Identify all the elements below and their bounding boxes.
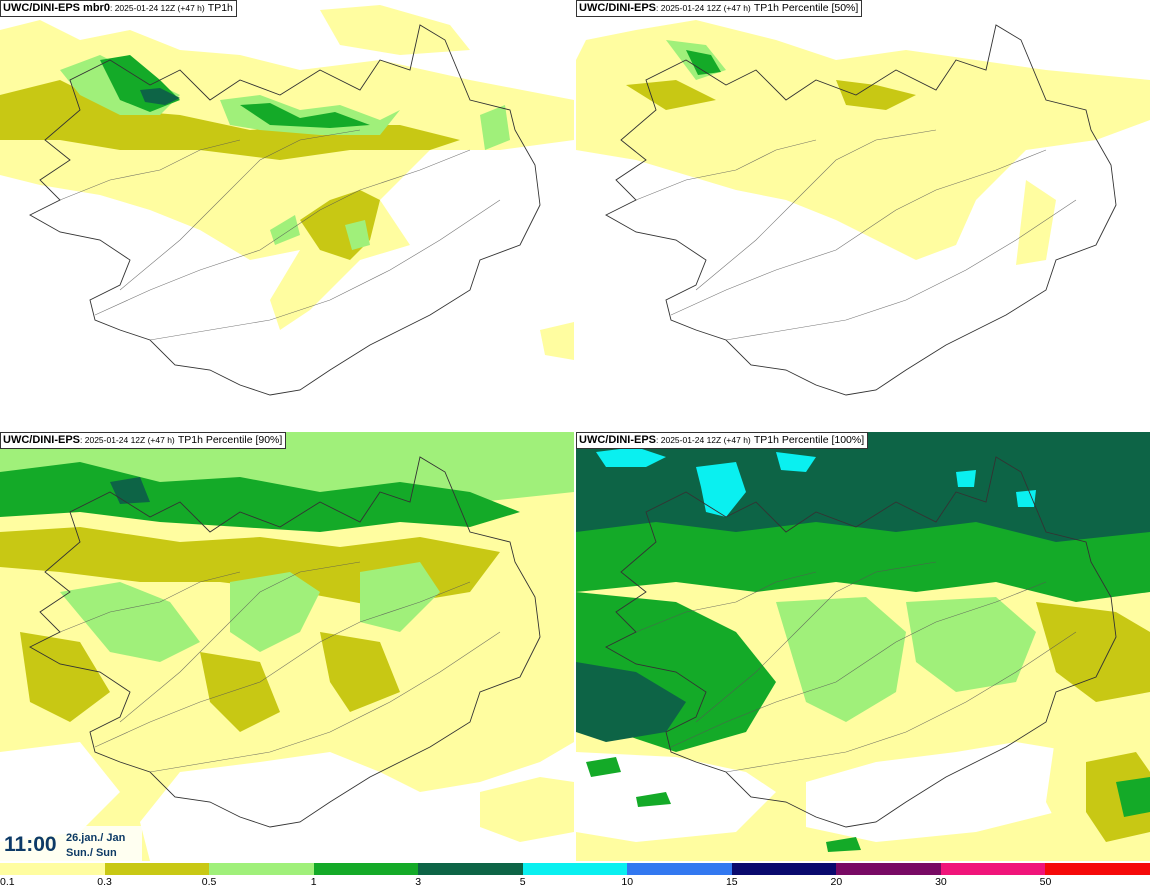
colorbar-tick-label: 0.3 <box>97 876 112 888</box>
model-name: UWC/DINI-EPS <box>579 434 656 446</box>
model-name: UWC/DINI-EPS mbr0 <box>3 2 110 14</box>
model-name: UWC/DINI-EPS <box>579 2 656 14</box>
run-time: 2025-01-24 12Z (+47 h) <box>660 435 751 445</box>
colorbar-segment <box>313 863 419 875</box>
colorbar-segment <box>836 863 941 875</box>
map-panel-mbr0: UWC/DINI-EPS mbr0: 2025-01-24 12Z (+47 h… <box>0 0 574 429</box>
colorbar-segment <box>627 863 732 875</box>
valid-time-clock: 11:00 <box>4 833 57 856</box>
precip-map-p100 <box>576 432 1150 861</box>
run-info: : 2025-01-24 12Z (+47 h) <box>109 3 205 13</box>
field-name: TP1h <box>207 2 233 14</box>
valid-time-date: 26.jan./ Jan Sun./ Sun <box>66 831 125 861</box>
map-panel-p50: UWC/DINI-EPS: 2025-01-24 12Z (+47 h) TP1… <box>576 0 1150 429</box>
precip-map-mbr0 <box>0 0 574 429</box>
precip-map-p90 <box>0 432 574 861</box>
colorbar-tick-label: 3 <box>415 876 422 888</box>
valid-date-line2: Sun./ Sun <box>66 847 117 859</box>
precip-map-p50 <box>576 0 1150 429</box>
model-name: UWC/DINI-EPS <box>3 434 80 446</box>
colorbar-tick-label: 15 <box>725 876 738 888</box>
colorbar-segment <box>1045 863 1150 875</box>
colorbar-tick-label: 30 <box>935 876 947 888</box>
colorbar-tick-label: 0.1 <box>0 876 15 888</box>
colorbar-tick-label: 10 <box>621 876 634 888</box>
run-info: : 2025-01-24 12Z (+47 h) <box>656 435 751 445</box>
run-time: 2025-01-24 12Z (+47 h) <box>84 435 175 445</box>
panel-title: UWC/DINI-EPS: 2025-01-24 12Z (+47 h) TP1… <box>576 432 869 449</box>
run-time: 2025-01-24 12Z (+47 h) <box>114 3 205 13</box>
run-info: : 2025-01-24 12Z (+47 h) <box>656 3 751 13</box>
panel-title: UWC/DINI-EPS: 2025-01-24 12Z (+47 h) TP1… <box>0 432 287 449</box>
colorbar-segment <box>418 863 523 875</box>
run-info: : 2025-01-24 12Z (+47 h) <box>80 435 175 445</box>
colorbar-segment <box>731 863 837 875</box>
run-time: 2025-01-24 12Z (+47 h) <box>660 3 751 13</box>
map-panel-p90: UWC/DINI-EPS: 2025-01-24 12Z (+47 h) TP1… <box>0 432 574 861</box>
colorbar-tick-label: 5 <box>519 876 526 888</box>
map-panel-p100: UWC/DINI-EPS: 2025-01-24 12Z (+47 h) TP1… <box>576 432 1150 861</box>
colorbar-segment <box>0 863 105 875</box>
valid-date-line1: 26.jan./ Jan <box>66 832 126 844</box>
panel-title: UWC/DINI-EPS: 2025-01-24 12Z (+47 h) TP1… <box>576 0 863 17</box>
colorbar-tick-label: 50 <box>1039 876 1052 888</box>
colorbar-tick-label: 20 <box>830 876 843 888</box>
field-name: TP1h Percentile [50%] <box>753 2 859 14</box>
colorbar-tick-label: 0.5 <box>201 876 217 888</box>
colorbar-segment <box>522 863 628 875</box>
colorbar-segment <box>209 863 314 875</box>
colorbar-segment <box>104 863 210 875</box>
colorbar-segment <box>940 863 1046 875</box>
field-name: TP1h Percentile [100%] <box>753 434 865 446</box>
valid-time-box: 11:00 26.jan./ Jan Sun./ Sun <box>0 826 142 862</box>
colorbar-ticks: 0.1 0.3 0.5 1 3 5 10 15 20 30 50 <box>0 876 1150 891</box>
colorbar-tick-label: 1 <box>310 876 317 888</box>
field-name: TP1h Percentile [90%] <box>177 434 283 446</box>
precip-colorbar <box>0 863 1150 875</box>
panel-title: UWC/DINI-EPS mbr0: 2025-01-24 12Z (+47 h… <box>0 0 237 17</box>
